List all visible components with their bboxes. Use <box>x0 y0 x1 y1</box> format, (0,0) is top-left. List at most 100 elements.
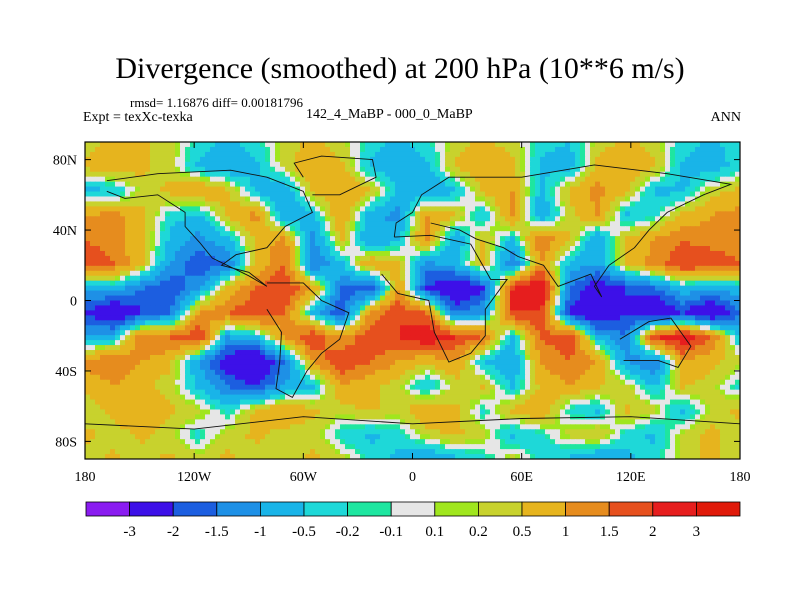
heat-cell <box>605 310 611 316</box>
heat-cell <box>400 186 406 193</box>
heat-cell <box>350 255 356 262</box>
heat-cell <box>630 216 636 222</box>
heat-cell <box>320 260 326 267</box>
heat-cell <box>695 241 701 247</box>
heat-cell <box>430 201 436 207</box>
heat-cell <box>605 216 611 222</box>
heat-cell <box>415 176 421 183</box>
heat-cell <box>620 280 626 287</box>
heat-cell <box>715 300 721 307</box>
heat-cell <box>230 305 236 311</box>
heat-cell <box>325 236 331 242</box>
heat-cell <box>385 265 391 272</box>
heat-cell <box>655 166 661 173</box>
heat-cell <box>645 250 651 257</box>
heat-cell <box>160 221 166 227</box>
heat-cell <box>570 320 576 326</box>
heat-cell <box>310 320 316 326</box>
heat-cell <box>435 315 441 321</box>
heat-cell <box>735 221 740 227</box>
heat-cell <box>585 171 591 178</box>
heat-cell <box>675 146 681 153</box>
heat-cell <box>650 270 656 277</box>
heat-cell <box>450 161 456 168</box>
heat-cell <box>735 265 740 272</box>
heat-cell <box>285 280 291 287</box>
heat-cell <box>405 300 411 307</box>
heat-cell <box>370 166 376 173</box>
heat-cell <box>250 156 256 163</box>
heat-cell <box>325 156 331 163</box>
heat-cell <box>630 186 636 193</box>
heat-cell <box>405 226 411 232</box>
heat-cell <box>190 320 196 326</box>
heat-cell <box>710 216 716 222</box>
heat-cell <box>250 290 256 297</box>
heat-cell <box>290 241 296 247</box>
heat-cell <box>695 320 701 326</box>
heat-cell <box>320 275 326 282</box>
heat-cell <box>695 315 701 321</box>
heat-cell <box>215 216 221 222</box>
heat-cell <box>350 191 356 198</box>
heat-cell <box>285 176 291 183</box>
heat-cell <box>415 216 421 222</box>
heat-cell <box>580 295 586 302</box>
heat-cell <box>520 320 526 326</box>
heat-cell <box>495 246 501 252</box>
heat-cell <box>295 201 301 207</box>
heat-cell <box>730 142 736 148</box>
heat-cell <box>215 151 221 158</box>
heat-cell <box>515 315 521 321</box>
heat-cell <box>345 310 351 316</box>
heat-cell <box>190 156 196 163</box>
heat-cell <box>145 315 151 321</box>
heat-cell <box>270 305 276 311</box>
heat-cell <box>155 295 161 302</box>
heat-cell <box>210 186 216 193</box>
heat-cell <box>305 221 311 227</box>
heat-cell <box>245 285 251 292</box>
heat-cell <box>305 171 311 178</box>
heat-cell <box>190 265 196 272</box>
heat-cell <box>425 275 431 282</box>
heat-cell <box>190 310 196 316</box>
heat-cell <box>540 300 546 307</box>
heat-cell <box>425 156 431 163</box>
heat-cell <box>520 171 526 178</box>
heat-cell <box>375 315 381 321</box>
heat-cell <box>470 305 476 311</box>
heat-cell <box>355 206 361 212</box>
heat-cell <box>600 265 606 272</box>
heat-cell <box>670 156 676 163</box>
heat-cell <box>620 265 626 272</box>
heat-cell <box>255 191 261 198</box>
heat-cell <box>260 250 266 257</box>
heat-cell <box>535 211 541 217</box>
heat-cell <box>665 275 671 282</box>
heat-cell <box>375 166 381 173</box>
heat-cell <box>565 196 571 203</box>
heat-cell <box>635 176 641 183</box>
heat-cell <box>185 166 191 173</box>
heat-cell <box>220 142 226 148</box>
heat-cell <box>115 221 121 227</box>
heat-cell <box>150 181 156 188</box>
heat-cell <box>465 181 471 188</box>
heat-cell <box>125 161 131 168</box>
heat-cell <box>560 156 566 163</box>
heat-cell <box>545 166 551 173</box>
heat-cell <box>580 285 586 292</box>
heat-cell <box>505 295 511 302</box>
heat-cell <box>640 151 646 158</box>
heat-cell <box>620 176 626 183</box>
heat-cell <box>150 191 156 198</box>
heat-cell <box>535 241 541 247</box>
heat-cell <box>335 310 341 316</box>
heat-cell <box>475 305 481 311</box>
heat-cell <box>325 315 331 321</box>
heat-cell <box>675 270 681 277</box>
heat-cell <box>205 181 211 188</box>
heat-cell <box>385 226 391 232</box>
heat-cell <box>105 181 111 188</box>
